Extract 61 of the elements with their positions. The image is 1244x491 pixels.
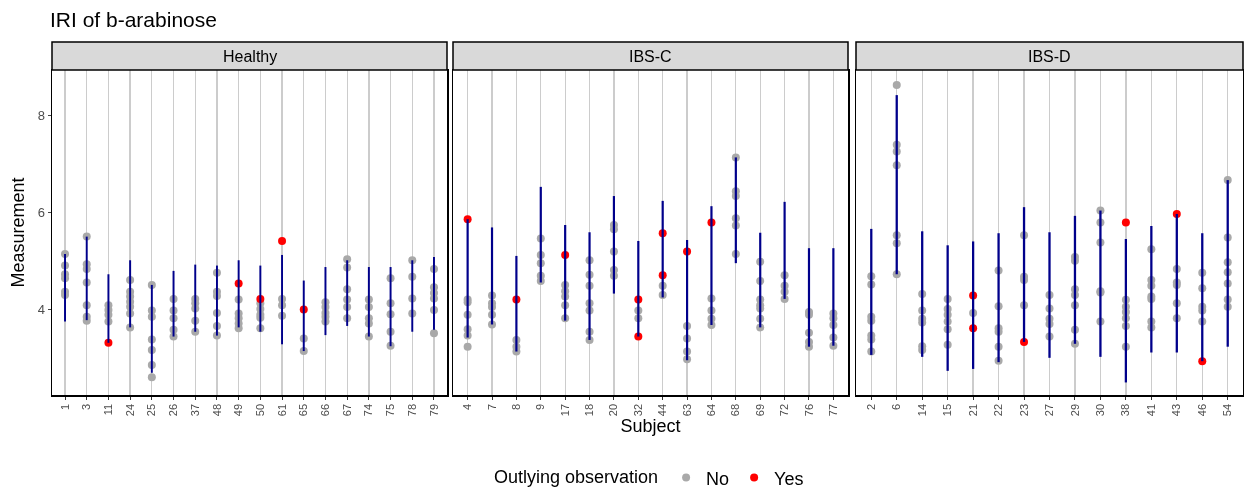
x-tick-label: 7 [485,403,498,411]
x-tick-label: 1 [58,403,71,411]
x-tick-label: 15 [941,403,954,417]
x-tick-label: 14 [915,403,928,417]
legend-label: Yes [774,468,804,489]
x-tick-label: 29 [1068,403,1081,417]
chart-title: IRI of b-arabinose [50,8,217,32]
y-axis-title: Measurement [8,177,29,288]
x-tick-label: 72 [778,403,791,417]
legend-title: Outlying observation [494,466,659,487]
x-tick-label: 74 [362,403,375,417]
x-tick-label: 25 [145,403,158,417]
x-tick-label: 68 [729,403,742,417]
x-tick-label: 76 [802,403,815,417]
x-tick-label: 30 [1093,403,1106,417]
x-tick-label: 32 [631,403,644,417]
x-tick-label: 6 [890,403,903,411]
x-tick-label: 4 [461,403,474,411]
x-tick-label: 67 [340,403,353,417]
x-tick-label: 41 [1144,403,1157,417]
chart-subtitle: IBS-C [629,48,672,65]
x-tick-label: 54 [1221,403,1234,417]
y-tick-label: 6 [37,205,45,221]
x-tick-label: 61 [275,403,288,417]
x-tick-label: 77 [826,403,839,417]
x-tick-label: 27 [1043,403,1056,417]
y-tick-label: 4 [37,301,45,317]
x-tick-label: 75 [384,403,397,417]
y-tick-label: 8 [37,108,45,124]
chart-subtitle: Healthy [223,48,278,65]
x-tick-label: 79 [427,403,440,417]
x-tick-label: 18 [583,403,596,417]
x-tick-label: 38 [1119,403,1132,417]
x-tick-label: 49 [232,403,245,417]
x-tick-label: 64 [705,403,718,417]
x-tick-label: 65 [297,403,310,417]
chart-subtitle: IBS-D [1028,48,1071,65]
x-tick-label: 63 [680,403,693,417]
x-tick-label: 43 [1170,403,1183,417]
x-tick-label: 26 [167,403,180,417]
x-tick-label: 78 [405,403,418,417]
x-tick-label: 2 [864,403,877,411]
x-tick-label: 66 [319,403,332,417]
x-tick-label: 17 [558,403,571,417]
x-tick-label: 21 [966,403,979,417]
x-axis-title: Subject [620,416,681,437]
x-tick-label: 46 [1195,403,1208,417]
x-tick-label: 24 [123,403,136,417]
x-tick-label: 44 [656,403,669,417]
x-tick-label: 23 [1017,403,1030,417]
x-tick-label: 48 [210,403,223,417]
x-tick-label: 37 [188,403,201,417]
x-tick-label: 22 [992,403,1005,417]
legend-label: No [706,468,730,489]
x-tick-label: 3 [80,403,93,411]
x-tick-label: 69 [753,403,766,417]
x-tick-label: 8 [509,403,522,411]
x-tick-label: 9 [534,403,547,411]
x-tick-label: 20 [607,403,620,417]
x-tick-label: 11 [102,403,114,416]
x-tick-label: 50 [253,403,266,417]
